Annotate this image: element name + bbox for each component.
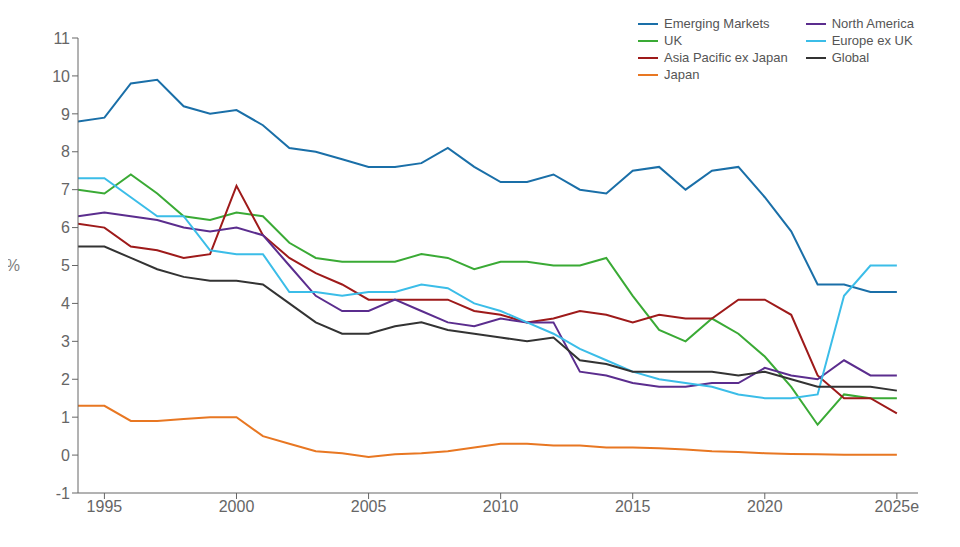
- svg-text:2025e: 2025e: [875, 498, 920, 515]
- svg-text:1: 1: [61, 409, 70, 426]
- svg-text:2: 2: [61, 371, 70, 388]
- svg-text:2005: 2005: [351, 498, 387, 515]
- svg-text:3: 3: [61, 333, 70, 350]
- svg-text:9: 9: [61, 106, 70, 123]
- svg-text:2020: 2020: [747, 498, 783, 515]
- html-text:Global: Global: [831, 50, 870, 65]
- svg-text:2010: 2010: [483, 498, 519, 515]
- html-text:Europe ex UK: Europe ex UK: [831, 33, 913, 48]
- html-text:North America: North America: [831, 16, 914, 31]
- html-text:Japan: Japan: [664, 67, 700, 82]
- svg-text:6: 6: [61, 219, 70, 236]
- svg-text:5: 5: [61, 257, 70, 274]
- html-text:UK: UK: [664, 33, 683, 48]
- svg-text:4: 4: [61, 295, 70, 312]
- svg-text:10: 10: [52, 68, 70, 85]
- svg-text:7: 7: [61, 181, 70, 198]
- svg-text:11: 11: [53, 30, 70, 47]
- svg-text:2015: 2015: [615, 498, 651, 515]
- svg-text:0: 0: [61, 447, 70, 464]
- svg-text:1995: 1995: [87, 498, 123, 515]
- svg-text:2000: 2000: [219, 498, 255, 515]
- html-text:Emerging Markets: Emerging Markets: [664, 16, 770, 31]
- svg-text:8: 8: [61, 143, 70, 160]
- svg-text:-1: -1: [56, 485, 70, 502]
- svg-text:%: %: [8, 257, 20, 274]
- html-text:Asia Pacific ex Japan: Asia Pacific ex Japan: [664, 50, 788, 65]
